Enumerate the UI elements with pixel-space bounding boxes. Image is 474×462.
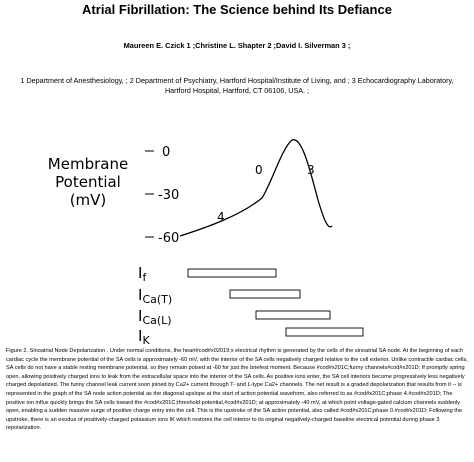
affiliations: 1 Department of Anesthesiology, ; 2 Depa… — [20, 76, 454, 95]
tick-label: 0 — [162, 145, 170, 160]
current-main: I — [138, 286, 142, 304]
current-sub: Ca(T) — [142, 293, 172, 306]
figure-caption: Figure 2. Sinoatrial Node Depolarization… — [6, 348, 468, 432]
current-main: I — [138, 327, 142, 345]
currents: If ICa(T) ICa(L) IK — [138, 264, 172, 345]
phase-label: 4 — [217, 210, 225, 224]
current-label: IK — [138, 327, 150, 345]
action-potential-curve — [179, 139, 333, 237]
ticks: 0 -30 -60 — [145, 145, 179, 246]
current-bar — [285, 327, 364, 337]
current-sub: f — [142, 271, 147, 284]
current-bar — [187, 268, 277, 278]
current-label: ICa(T) — [138, 286, 172, 306]
axis-label-line: Potential — [55, 173, 121, 191]
phase-label: 0 — [255, 163, 263, 177]
phase-label: 3 — [307, 163, 315, 177]
current-bar — [255, 310, 331, 320]
current-bar — [229, 289, 301, 299]
figure: Membrane Potential (mV) 0 -30 -60 0 3 4 … — [48, 139, 364, 345]
axis-label: Membrane Potential (mV) — [48, 155, 128, 209]
authors: Maureen E. Czick 1 ;Christine L. Shapter… — [123, 41, 351, 50]
tick-label: -30 — [158, 188, 179, 203]
current-sub: K — [142, 334, 150, 345]
current-main: I — [138, 264, 142, 282]
title: Atrial Fibrillation: The Science behind … — [82, 2, 392, 17]
axis-label-line: Membrane — [48, 155, 128, 173]
axis-label-line: (mV) — [70, 191, 107, 209]
current-label: If — [138, 264, 147, 284]
current-label: ICa(L) — [138, 307, 172, 327]
phase-labels: 0 3 4 — [217, 163, 315, 224]
current-bars — [187, 268, 364, 337]
current-sub: Ca(L) — [142, 314, 171, 327]
current-main: I — [138, 307, 142, 325]
tick-label: -60 — [158, 231, 179, 246]
